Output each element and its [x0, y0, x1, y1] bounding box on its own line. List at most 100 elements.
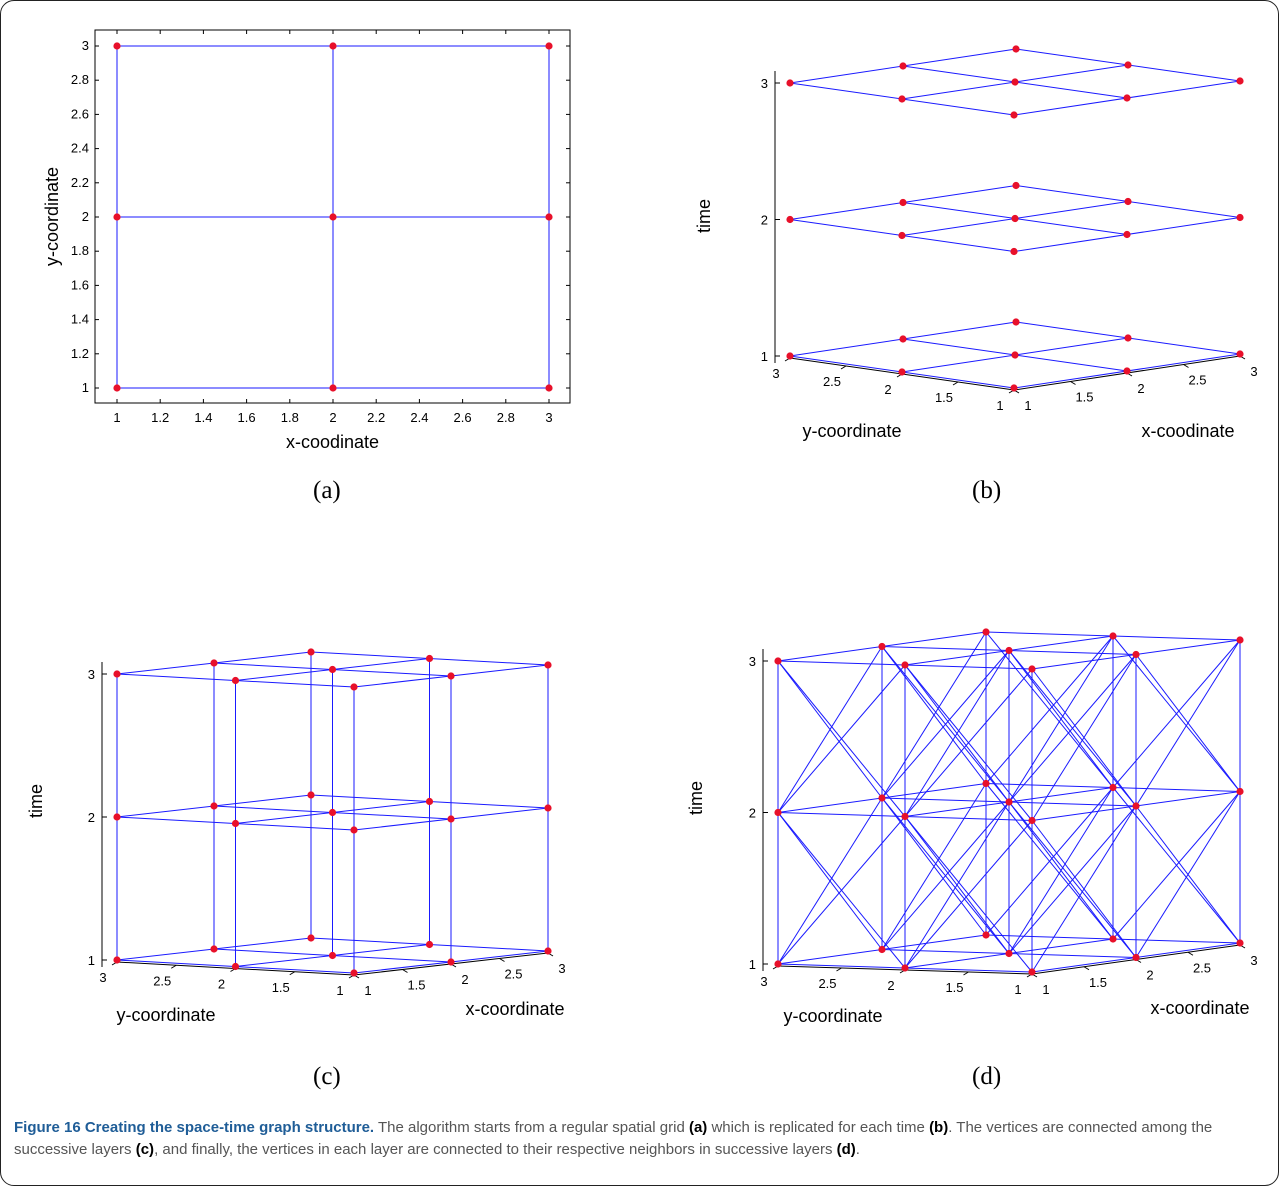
- graph-edge: [881, 801, 1010, 950]
- vertex: [898, 95, 906, 103]
- vertex: [774, 808, 782, 817]
- y-tick-label: 2.8: [71, 72, 89, 87]
- x-tick-label: 2: [1146, 968, 1153, 983]
- vertex: [1028, 816, 1036, 825]
- vertex: [1236, 636, 1244, 644]
- vertex: [231, 962, 240, 971]
- z-tick-label: 3: [88, 667, 95, 682]
- y-tick-mark: [952, 381, 959, 386]
- y-tick-label: 2.4: [71, 141, 89, 156]
- y-tick-label: 3: [82, 38, 89, 53]
- vertex: [1124, 61, 1132, 69]
- vertex: [1132, 953, 1140, 962]
- x-tick-mark: [1070, 381, 1076, 385]
- y-tick-label: 1.6: [71, 277, 89, 292]
- y-tick-label: 3: [760, 974, 767, 989]
- caption-text-2: which is replicated for each time: [707, 1119, 930, 1136]
- z-tick-label: 3: [761, 76, 768, 91]
- vertex: [350, 683, 358, 691]
- vertex: [878, 794, 886, 802]
- x-tick-mark: [1083, 966, 1090, 971]
- vertex: [113, 813, 121, 821]
- y-tick-label: 3: [99, 970, 106, 985]
- graph-edge: [777, 660, 883, 799]
- y-tick-label: 1: [336, 983, 343, 998]
- y-tick-label: 2.5: [818, 976, 836, 991]
- vertex: [1124, 197, 1132, 206]
- vertex: [447, 815, 455, 823]
- vertex: [307, 648, 315, 656]
- y-tick-label: 2.2: [71, 175, 89, 190]
- y-tick-label: 1.4: [71, 312, 89, 327]
- y-tick-label: 1.5: [272, 980, 290, 995]
- vertex: [898, 368, 906, 376]
- vertex: [210, 945, 218, 953]
- vertex: [1236, 350, 1244, 358]
- vertex: [1010, 384, 1018, 392]
- y-axis-label: y-coordinate: [783, 1006, 882, 1026]
- vertex: [350, 826, 358, 834]
- vertex: [328, 951, 337, 960]
- x-axis-label: x-coodinate: [1141, 421, 1234, 441]
- graph-edge: [881, 646, 987, 784]
- caption-ref-d: (d): [836, 1141, 856, 1158]
- y-tick-label: 2: [887, 978, 894, 993]
- y-axis-label: y-coordinate: [42, 167, 62, 266]
- x-tick-label: 1.5: [1075, 390, 1093, 405]
- graph-edge: [1008, 805, 1137, 954]
- y-tick-label: 1.5: [935, 390, 953, 405]
- vertex: [1123, 367, 1131, 375]
- x-tick-label: 1: [364, 983, 371, 998]
- vertex: [786, 352, 794, 360]
- panel-label-a: (a): [313, 477, 341, 504]
- x-tick-label: 3: [545, 410, 552, 425]
- vertex: [1109, 783, 1117, 792]
- x-tick-label: 2: [1137, 381, 1144, 396]
- vertex: [210, 659, 218, 667]
- vertex: [1028, 665, 1036, 673]
- y-tick-label: 3: [772, 366, 779, 381]
- vertex: [1012, 318, 1020, 326]
- panel-b-chart: 123time11.522.5311.522.53x-coodinatey-co…: [694, 45, 1258, 441]
- y-tick-mark: [289, 971, 296, 976]
- vertex: [982, 931, 990, 939]
- vertex: [1132, 802, 1140, 810]
- z-tick-label: 2: [88, 810, 95, 825]
- vertex: [544, 947, 552, 955]
- vertex: [1236, 77, 1244, 85]
- x-tick-label: 1.2: [151, 410, 169, 425]
- vertex: [1123, 94, 1131, 102]
- caption-text-3: . The vertices are connected among the s…: [14, 1119, 1213, 1158]
- x-tick-label: 1: [1042, 982, 1049, 997]
- x-axis-label: x-coodinate: [286, 432, 379, 452]
- vertex: [113, 956, 121, 964]
- x-tick-label: 1.4: [194, 410, 212, 425]
- z-tick-label: 1: [749, 957, 756, 972]
- panel-label-d: (d): [972, 1063, 1002, 1090]
- panel-label-b: (b): [972, 477, 1002, 504]
- vertex: [898, 231, 906, 240]
- vertex: [786, 79, 794, 87]
- x-tick-label: 2.5: [1193, 960, 1211, 975]
- graph-edge: [1031, 668, 1137, 807]
- vertex: [899, 62, 907, 70]
- x-tick-label: 1.6: [238, 410, 256, 425]
- vertex: [425, 940, 434, 949]
- graph-edge: [904, 820, 1033, 969]
- z-axis-label: time: [26, 784, 46, 818]
- y-axis-label: y-coordinate: [116, 1005, 215, 1025]
- vertex: [1005, 798, 1013, 806]
- vertex: [1010, 111, 1018, 119]
- graph-edge: [777, 816, 906, 965]
- z-axis-label: time: [686, 781, 706, 815]
- x-tick-label: 1: [1024, 398, 1031, 413]
- vertex: [1028, 968, 1036, 976]
- vertex: [982, 628, 990, 636]
- graph-edge: [1135, 654, 1241, 792]
- vertex: [425, 797, 434, 806]
- vertex: [899, 198, 907, 207]
- graph-edge: [1112, 791, 1241, 940]
- vertex: [307, 934, 315, 942]
